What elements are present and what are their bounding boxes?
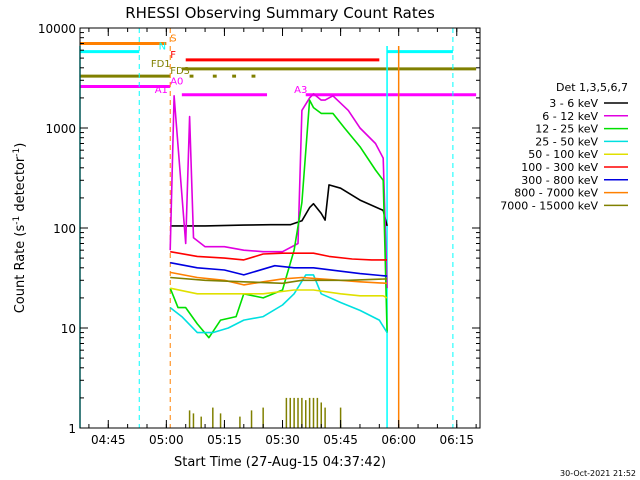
legend-label-3: 25 - 50 keV bbox=[535, 135, 598, 148]
legend-label-1: 6 - 12 keV bbox=[542, 110, 598, 123]
legend-title: Det 1,3,5,6,7 bbox=[556, 81, 628, 94]
y-axis-label-main: Count Rate (s bbox=[13, 225, 28, 314]
y-tick-label-1: 10 bbox=[61, 322, 76, 336]
series-line-8 bbox=[170, 276, 388, 285]
legend-label-8: 7000 - 15000 keV bbox=[500, 199, 598, 212]
series-line-5 bbox=[170, 250, 388, 261]
y-axis-label-mid: detector bbox=[13, 156, 28, 216]
flag-label-fd3: FD3 bbox=[170, 66, 190, 77]
series-line-2 bbox=[169, 99, 388, 339]
flag-label-a0: A0 bbox=[170, 77, 183, 88]
x-tick-label-4: 05:45 bbox=[323, 433, 358, 447]
series-line-4 bbox=[170, 287, 388, 299]
x-axis-label: Start Time (27-Aug-15 04:37:42) bbox=[174, 455, 386, 470]
y-axis-label-end: ) bbox=[13, 143, 28, 148]
y-axis-label-sup2: -1 bbox=[12, 148, 22, 157]
y-axis-label: Count Rate (s-1 detector-1) bbox=[12, 143, 28, 314]
chart-title: RHESSI Observing Summary Count Rates bbox=[125, 4, 435, 22]
y-tick-label-3: 1000 bbox=[45, 122, 76, 136]
x-tick-label-6: 06:15 bbox=[439, 433, 474, 447]
y-tick-label-2: 100 bbox=[53, 222, 76, 236]
timestamp: 30-Oct-2021 21:52 bbox=[560, 469, 636, 478]
series-line-0 bbox=[170, 184, 388, 227]
legend-label-6: 300 - 800 keV bbox=[521, 174, 598, 187]
flag-label-a3: A3 bbox=[294, 85, 307, 96]
y-axis-label-sup: -1 bbox=[12, 216, 22, 225]
legend-label-4: 50 - 100 keV bbox=[528, 148, 598, 161]
legend-label-2: 12 - 25 keV bbox=[535, 123, 598, 136]
y-tick-label-0: 1 bbox=[68, 422, 76, 436]
flag-label-n: N bbox=[159, 42, 166, 53]
legend-label-7: 800 - 7000 keV bbox=[514, 187, 598, 200]
series-line-3 bbox=[169, 274, 388, 334]
series-line-6 bbox=[170, 261, 388, 277]
x-tick-label-3: 05:30 bbox=[265, 433, 300, 447]
axis-layer: 04:45 05:00 05:15 05:30 05:45 06:00 06:15 1 10 10… bbox=[38, 22, 480, 447]
flag-label-fd1: FD1 bbox=[151, 59, 171, 70]
x-tick-label-1: 05:00 bbox=[149, 433, 184, 447]
legend-label-5: 100 - 300 keV bbox=[521, 161, 598, 174]
flag-label-s: S bbox=[170, 33, 176, 44]
y-tick-label-4: 10000 bbox=[38, 22, 76, 36]
x-tick-label-5: 06:00 bbox=[381, 433, 416, 447]
x-tick-label-0: 04:45 bbox=[91, 433, 126, 447]
flag-label-f: F bbox=[170, 50, 176, 61]
x-tick-label-2: 05:15 bbox=[207, 433, 242, 447]
series-line-1 bbox=[169, 93, 388, 289]
series-layer bbox=[169, 93, 388, 339]
flag-label-a1: A1 bbox=[155, 85, 168, 96]
legend-label-0: 3 - 6 keV bbox=[549, 97, 598, 110]
